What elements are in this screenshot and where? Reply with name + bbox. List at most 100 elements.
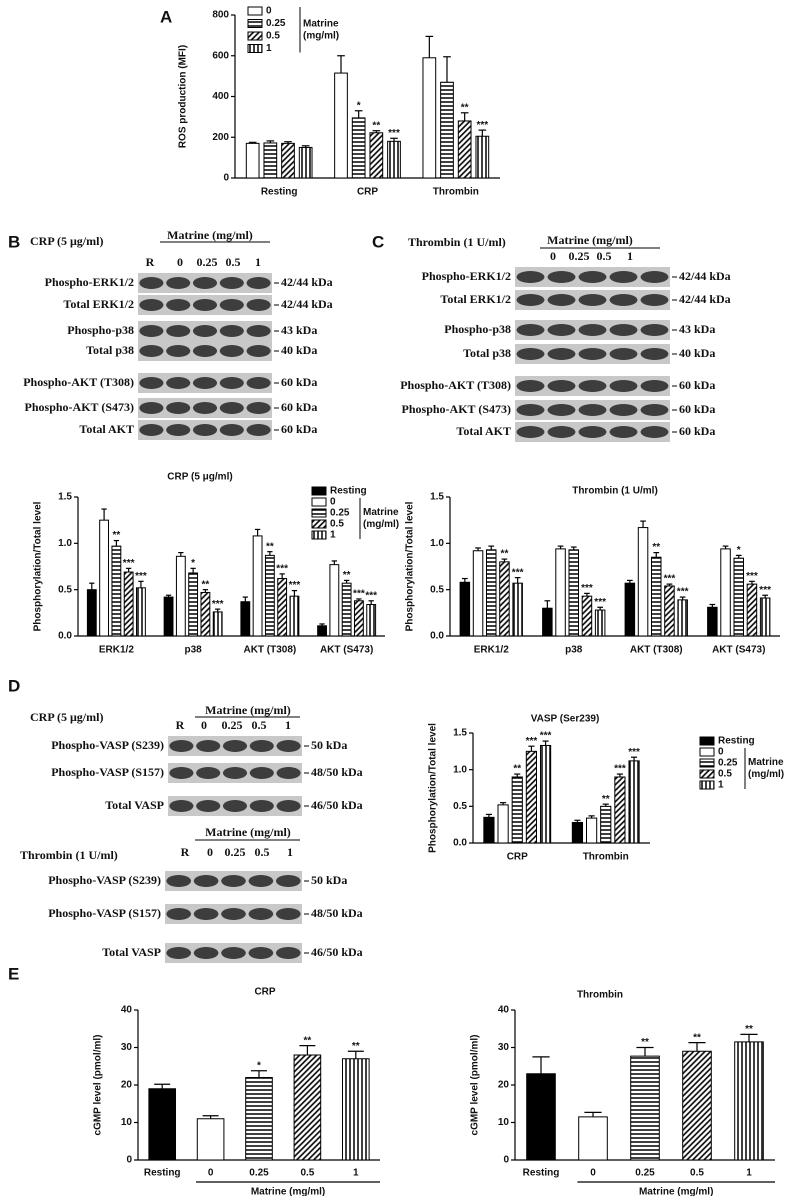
row-size: 50 kDa xyxy=(311,738,347,752)
blot-band xyxy=(219,325,244,337)
y-tick-label: 30 xyxy=(498,1042,510,1053)
blot-band xyxy=(139,325,164,337)
legend-swatch xyxy=(247,19,263,28)
y-tick-label: 1.0 xyxy=(58,538,72,549)
significance: *** xyxy=(365,590,377,601)
significance: ** xyxy=(641,1037,649,1048)
bar xyxy=(746,583,758,637)
y-axis-label: cGMP level (pmol/ml) xyxy=(93,1035,104,1136)
bar xyxy=(200,591,211,637)
blot-band xyxy=(196,740,221,752)
row-size: 42/44 kDa xyxy=(679,292,731,306)
y-tick-label: 0.5 xyxy=(430,584,444,595)
significance: *** xyxy=(526,736,538,747)
blot-band xyxy=(139,277,164,289)
blot-band xyxy=(516,324,545,336)
significance: ** xyxy=(352,1041,360,1052)
lane-label: 0.5 xyxy=(597,249,612,263)
y-tick-label: 1.5 xyxy=(453,728,467,739)
significance: ** xyxy=(602,794,610,805)
panel-letter: C xyxy=(372,232,384,251)
row-label: Phospho-AKT (T308) xyxy=(400,378,511,392)
legend-label: 0.25 xyxy=(266,18,286,29)
blot-band xyxy=(166,377,191,389)
y-tick-label: 10 xyxy=(498,1117,510,1128)
row-label: Phospho-VASP (S239) xyxy=(48,873,161,887)
bar xyxy=(245,1077,273,1161)
x-tick-label: Thrombin xyxy=(583,852,629,863)
row-label: Phospho-VASP (S239) xyxy=(51,738,164,752)
x-tick-label: ERK1/2 xyxy=(99,645,134,656)
blot-condition: CRP (5 μg/ml) xyxy=(30,234,103,248)
bar xyxy=(99,519,110,637)
bar xyxy=(163,596,174,637)
x-tick-label: 0 xyxy=(590,1168,596,1179)
significance: *** xyxy=(614,764,626,775)
blot-band xyxy=(196,767,221,779)
blot-band xyxy=(169,800,194,812)
legend-swatch xyxy=(699,747,715,757)
legend-swatch xyxy=(247,31,263,41)
blot-band xyxy=(139,377,164,389)
lane-label: 0.5 xyxy=(252,718,267,732)
blot-band xyxy=(547,348,576,360)
bar xyxy=(459,581,471,637)
legend-swatch xyxy=(311,519,327,529)
bar xyxy=(440,81,454,179)
row-size: 46/50 kDa xyxy=(311,945,363,959)
legend-swatch xyxy=(247,44,263,53)
row-size: 60 kDa xyxy=(679,424,715,438)
blot-band xyxy=(578,426,607,438)
blot-band xyxy=(276,767,301,779)
x-tick-label: 0 xyxy=(208,1168,214,1179)
blot-band xyxy=(578,271,607,283)
y-tick-label: 1.5 xyxy=(430,492,444,503)
bar xyxy=(175,555,186,637)
bar xyxy=(457,120,472,179)
bar xyxy=(733,557,745,637)
y-tick-label: 40 xyxy=(498,1005,510,1016)
row-size: 60 kDa xyxy=(679,378,715,392)
legend-label: 0.5 xyxy=(718,769,732,780)
bar xyxy=(568,549,580,637)
row-size: 40 kDa xyxy=(679,346,715,360)
row-label: Total VASP xyxy=(105,798,164,812)
blot-band xyxy=(249,740,274,752)
blot-band xyxy=(166,402,191,414)
significance: * xyxy=(357,100,361,111)
legend-title: (mg/ml) xyxy=(303,30,339,41)
legend-label: 0.5 xyxy=(266,31,280,42)
significance: ** xyxy=(266,541,274,552)
row-label: Total AKT xyxy=(79,422,134,436)
legend-swatch xyxy=(247,6,263,16)
row-label: Phospho-VASP (S157) xyxy=(48,906,161,920)
legend-title: Matrine xyxy=(303,18,339,29)
significance: *** xyxy=(540,731,552,742)
blot-band xyxy=(578,294,607,306)
blot-band xyxy=(547,404,576,416)
blot-band xyxy=(275,947,301,959)
significance: *** xyxy=(664,574,676,585)
row-size: 48/50 kDa xyxy=(311,906,363,920)
y-tick-label: 10 xyxy=(121,1117,133,1128)
blot-band xyxy=(246,402,271,414)
bar xyxy=(720,548,731,637)
chart-title: CRP xyxy=(254,987,275,998)
significance: ** xyxy=(745,1024,753,1035)
blot-band xyxy=(192,345,218,357)
bar xyxy=(525,750,538,844)
row-size: 42/44 kDa xyxy=(281,297,333,311)
significance: *** xyxy=(746,571,758,582)
row-label: Phospho-ERK1/2 xyxy=(45,275,134,289)
legend-label: 1 xyxy=(330,530,336,541)
bar xyxy=(387,140,401,179)
bar xyxy=(148,1088,177,1161)
bar xyxy=(264,554,275,637)
bar xyxy=(240,601,251,637)
bar xyxy=(581,595,593,637)
blot-band xyxy=(249,767,274,779)
blot-band xyxy=(516,380,545,392)
bar xyxy=(188,572,199,637)
legend-label: 1 xyxy=(266,43,272,54)
blot-band xyxy=(193,947,219,959)
